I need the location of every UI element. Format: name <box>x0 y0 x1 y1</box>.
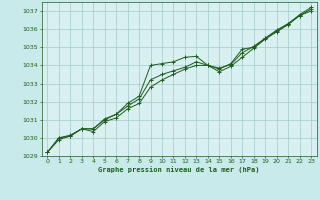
X-axis label: Graphe pression niveau de la mer (hPa): Graphe pression niveau de la mer (hPa) <box>99 166 260 173</box>
